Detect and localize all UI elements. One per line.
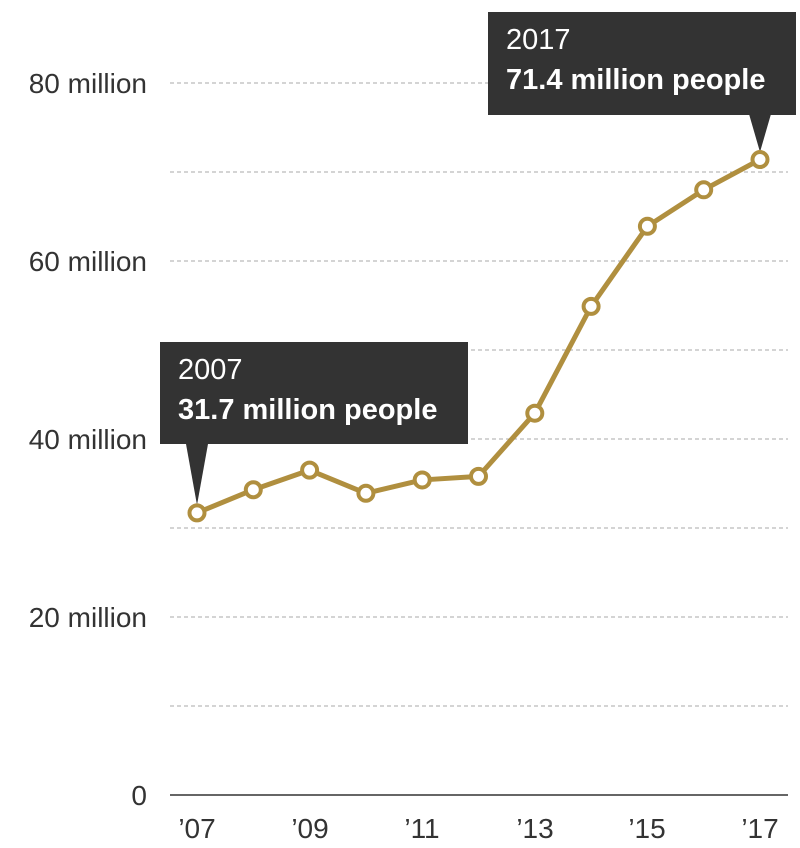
data-point-2017[interactable] — [750, 150, 770, 170]
x-tick-13: ’13 — [516, 813, 553, 844]
y-tick-60m: 60 million — [29, 246, 147, 277]
callout-2007-value: 31.7 million people — [178, 394, 438, 426]
data-markers — [187, 150, 770, 523]
x-tick-09: ’09 — [291, 813, 328, 844]
data-point-2007[interactable] — [187, 503, 207, 523]
x-tick-07: ’07 — [178, 813, 215, 844]
data-line — [196, 157, 762, 516]
callout-2017-value: 71.4 million people — [506, 64, 766, 96]
callout-2007-pointer — [186, 444, 208, 505]
data-point-2009[interactable] — [300, 460, 320, 480]
data-point-2013[interactable] — [525, 403, 545, 423]
x-tick-15: ’15 — [628, 813, 665, 844]
data-point-2016[interactable] — [694, 180, 714, 200]
y-tick-0: 0 — [131, 780, 147, 811]
y-tick-80m: 80 million — [29, 68, 147, 99]
callout-2007-year: 2007 — [178, 354, 243, 386]
callout-2017-year: 2017 — [506, 24, 571, 56]
x-tick-17: ’17 — [741, 813, 778, 844]
callout-2007: 2007 31.7 million people — [160, 342, 468, 444]
y-axis-labels: 0 20 million 40 million 60 million 80 mi… — [29, 68, 147, 811]
x-tick-11: ’11 — [404, 813, 439, 844]
data-point-2011[interactable] — [412, 470, 432, 490]
data-point-2015[interactable] — [637, 216, 657, 236]
data-point-2008[interactable] — [243, 480, 263, 500]
data-point-2010[interactable] — [356, 483, 376, 503]
x-axis-labels: ’07 ’09 ’11 ’13 ’15 ’17 — [178, 813, 778, 844]
y-tick-20m: 20 million — [29, 602, 147, 633]
y-tick-40m: 40 million — [29, 424, 147, 455]
callout-2017-pointer — [749, 114, 771, 152]
data-point-2012[interactable] — [469, 466, 488, 486]
data-point-2014[interactable] — [581, 296, 601, 316]
callout-2017: 2017 71.4 million people — [488, 12, 796, 115]
